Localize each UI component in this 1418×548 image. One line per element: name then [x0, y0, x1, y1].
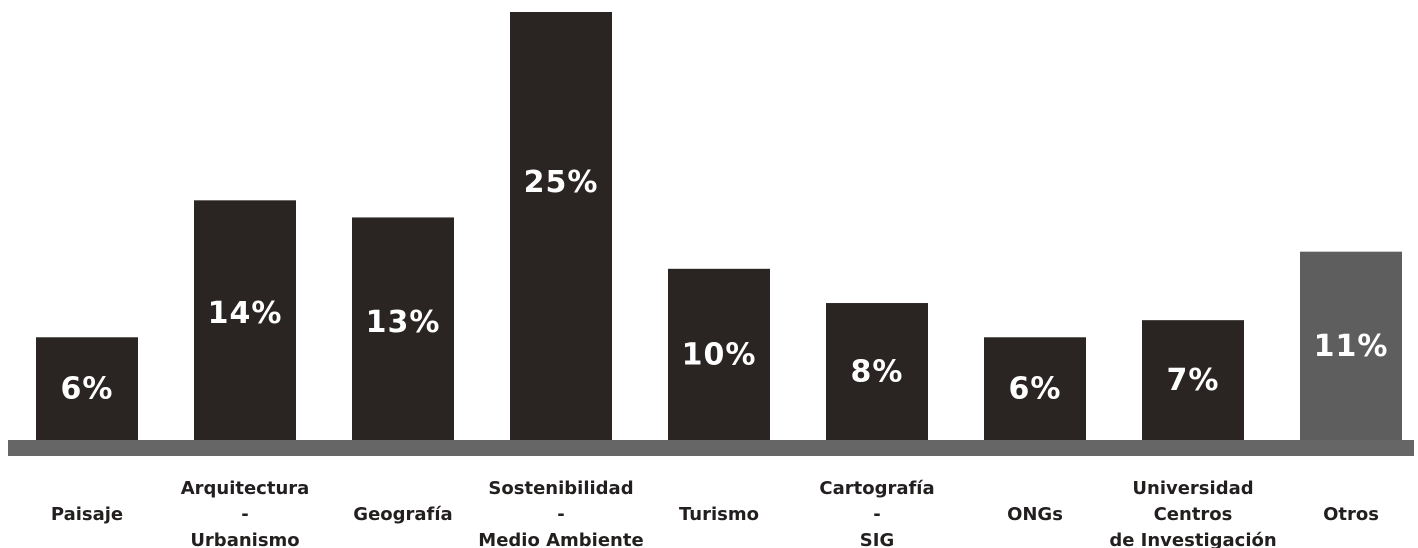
value-label-8: 11%: [1314, 329, 1389, 364]
category-label-line: ONGs: [1007, 504, 1063, 525]
category-label-line: Sostenibilidad: [488, 478, 633, 499]
bar-3: [510, 12, 612, 442]
value-label-6: 6%: [1009, 372, 1062, 407]
category-label-1: Arquitectura - Urbanismo: [181, 478, 310, 548]
category-label-line: -: [241, 504, 248, 525]
bar-0: [36, 337, 138, 442]
bar-8: [1300, 251, 1402, 442]
value-label-1: 14%: [208, 296, 283, 331]
bar-4: [668, 268, 770, 442]
category-label-line: Universidad: [1132, 478, 1253, 499]
category-label-line: Urbanismo: [190, 530, 299, 548]
category-label-2: Geografía: [353, 504, 452, 525]
category-label-6: ONGs: [1007, 504, 1063, 525]
category-label-line: de Investigación: [1109, 530, 1276, 548]
bars-group: [36, 12, 1402, 442]
value-label-4: 10%: [682, 337, 757, 372]
category-label-line: Arquitectura: [181, 478, 310, 499]
bar-5: [826, 303, 928, 442]
category-label-line: Geografía: [353, 504, 452, 525]
category-label-line: SIG: [860, 530, 894, 548]
category-label-line: Centros: [1154, 504, 1233, 525]
category-label-7: Universidad Centros de Investigación: [1109, 478, 1276, 548]
category-label-4: Turismo: [679, 504, 759, 525]
category-label-line: -: [557, 504, 564, 525]
category-label-3: Sostenibilidad - Medio Ambiente: [478, 478, 643, 548]
value-label-0: 6%: [61, 372, 114, 407]
category-label-line: Paisaje: [51, 504, 123, 525]
value-labels-group: 6% 14% 13% 25% 10% 8% 6% 7% 11%: [61, 165, 1389, 407]
category-labels-group: Paisaje Arquitectura - Urbanismo Geografía So…: [51, 478, 1379, 548]
value-label-3: 25%: [524, 165, 599, 200]
bar-6: [984, 337, 1086, 442]
category-label-8: Otros: [1323, 504, 1379, 525]
category-label-line: Medio Ambiente: [478, 530, 643, 548]
category-label-0: Paisaje: [51, 504, 123, 525]
category-label-line: Otros: [1323, 504, 1379, 525]
value-label-5: 8%: [851, 355, 904, 390]
chart-baseline: [8, 440, 1414, 456]
category-label-5: Cartografía - SIG: [819, 478, 934, 548]
category-label-line: -: [873, 504, 880, 525]
category-label-line: Cartografía: [819, 478, 934, 499]
value-label-7: 7%: [1167, 363, 1220, 398]
bar-2: [352, 217, 454, 442]
bar-1: [194, 200, 296, 442]
bar-7: [1142, 320, 1244, 442]
value-label-2: 13%: [366, 305, 441, 340]
category-label-line: Turismo: [679, 504, 759, 525]
